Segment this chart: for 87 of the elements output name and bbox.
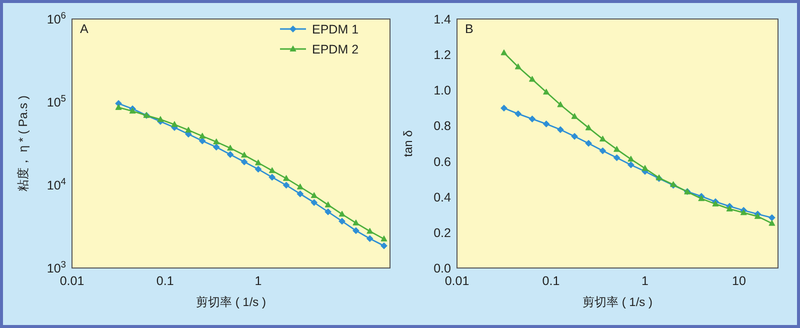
point xyxy=(613,154,620,162)
point xyxy=(712,200,719,206)
point xyxy=(199,132,206,139)
point xyxy=(296,190,304,198)
point xyxy=(614,146,620,152)
point xyxy=(627,161,634,168)
point xyxy=(571,132,578,140)
point xyxy=(324,208,332,216)
point xyxy=(157,116,164,122)
y-tick-label: 10$^{6}$ xyxy=(46,10,66,26)
point xyxy=(740,209,747,216)
point xyxy=(129,108,136,114)
point xyxy=(241,152,248,158)
point xyxy=(585,140,592,147)
point xyxy=(726,206,733,212)
point xyxy=(282,182,290,189)
point xyxy=(380,242,388,250)
point xyxy=(768,214,776,222)
y-tick-label: 0.4 xyxy=(434,190,452,204)
x-axis-title: 剪切率 ( 1/s ) xyxy=(196,295,266,309)
x-tick-label: 1 xyxy=(642,274,649,288)
x-axis-title: 剪切率 ( 1/s ) xyxy=(582,295,653,309)
y-tick-label: 1.4 xyxy=(434,12,452,26)
y-tick-label: 1.0 xyxy=(434,84,452,98)
x-tick-label: 0.01 xyxy=(60,274,84,288)
y-tick-label: 0.8 xyxy=(434,119,452,134)
point xyxy=(571,113,578,119)
point xyxy=(212,144,220,151)
point xyxy=(642,164,648,171)
point xyxy=(557,101,564,108)
point xyxy=(283,174,290,181)
y-axis-title: 粘度， η * ( Pa.s ) xyxy=(16,95,30,192)
x-tick-label: 10 xyxy=(732,274,746,288)
point xyxy=(213,138,220,144)
chart-title: B xyxy=(465,22,474,36)
point xyxy=(185,126,192,133)
y-tick-label: 0.2 xyxy=(434,226,452,240)
point xyxy=(310,192,318,198)
point xyxy=(514,63,522,70)
point xyxy=(768,220,776,226)
y-tick-label: 1.2 xyxy=(434,48,452,62)
point xyxy=(226,151,234,158)
point xyxy=(628,156,634,162)
point xyxy=(556,126,564,134)
point xyxy=(599,136,606,142)
point xyxy=(338,210,346,217)
point xyxy=(528,76,536,82)
y-tick-label: 0.6 xyxy=(434,154,452,169)
point xyxy=(254,166,262,173)
point xyxy=(599,147,606,154)
point xyxy=(500,49,508,56)
point xyxy=(366,235,374,242)
point xyxy=(324,201,332,208)
point xyxy=(198,137,206,144)
point xyxy=(240,158,248,166)
point xyxy=(500,104,508,112)
legend-label: EPDM 1 xyxy=(312,22,359,36)
point xyxy=(528,116,536,122)
point xyxy=(338,218,346,225)
y-axis-title: tan δ xyxy=(401,130,415,157)
point xyxy=(268,167,276,174)
point xyxy=(254,159,262,166)
point xyxy=(514,110,522,118)
y-tick-label: 10$^{5}$ xyxy=(46,94,66,110)
point xyxy=(268,174,276,181)
point xyxy=(698,195,705,202)
x-tick-label: 0.1 xyxy=(156,274,174,288)
point xyxy=(542,120,550,128)
x-tick-label: 0.01 xyxy=(444,274,470,288)
y-tick-label: 10$^{3}$ xyxy=(46,260,66,276)
y-tick-label: 0.0 xyxy=(434,262,452,276)
point xyxy=(227,144,234,151)
point xyxy=(352,227,360,234)
point xyxy=(171,121,178,127)
y-tick-label: 10$^{4}$ xyxy=(46,176,66,192)
point xyxy=(543,88,550,95)
point xyxy=(380,235,388,242)
point xyxy=(366,228,374,234)
point xyxy=(585,124,592,130)
legend-label: EPDM 2 xyxy=(312,42,359,56)
x-tick-label: 0.1 xyxy=(542,274,560,288)
point xyxy=(310,199,318,206)
chart-title: A xyxy=(80,22,89,36)
x-tick-label: 1 xyxy=(254,274,262,288)
point xyxy=(115,104,122,110)
point xyxy=(352,219,360,226)
point xyxy=(296,183,304,190)
